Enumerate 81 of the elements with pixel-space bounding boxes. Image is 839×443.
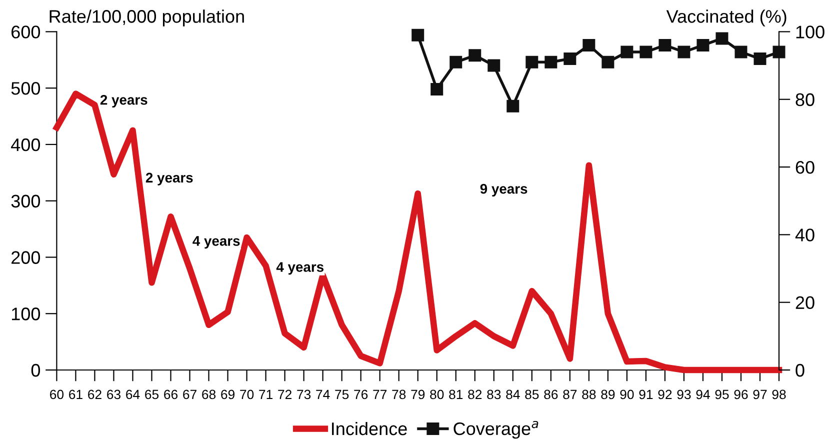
x-tick-label: 62	[88, 390, 102, 400]
point	[506, 100, 520, 112]
x-tick-label: 75	[335, 390, 349, 400]
x-tick-label: 77	[373, 390, 387, 400]
x-tick-label: 64	[126, 390, 140, 400]
point	[716, 32, 728, 45]
x-tick-label: 60	[50, 390, 64, 400]
x-tick-label: 94	[696, 390, 710, 400]
x-tick-label: 98	[772, 390, 786, 400]
x-tick-label: 78	[392, 390, 406, 400]
x-tick-label: 67	[183, 390, 196, 400]
x-tick-label: 85	[525, 390, 539, 400]
y2-tick-label: 40	[795, 228, 814, 242]
x-tick-label: 76	[354, 390, 368, 400]
y-tick-label: 500	[11, 82, 40, 95]
annotation: 2 years	[100, 94, 148, 108]
point	[734, 46, 748, 58]
x-tick-label: 90	[620, 390, 634, 400]
point	[696, 38, 710, 52]
x-tick-label: 80	[430, 390, 444, 400]
point	[412, 28, 424, 42]
x-tick-label: 88	[582, 390, 596, 400]
x-tick-label: 61	[69, 390, 82, 400]
x-tick-label: 82	[468, 390, 482, 400]
y-tick-label: 200	[12, 251, 40, 264]
point	[640, 46, 652, 58]
point	[450, 56, 462, 68]
x-tick-label: 65	[145, 390, 159, 400]
y2-tick-label: 80	[796, 93, 814, 106]
y-tick-label: 400	[11, 138, 40, 152]
annotation: 4 years	[192, 236, 240, 249]
x-tick-label: 71	[259, 390, 272, 400]
y2-tick-label: 0	[796, 364, 804, 377]
x-tick-label: 68	[202, 390, 216, 400]
x-tick-label: 92	[658, 390, 672, 400]
x-tick-label: 81	[449, 390, 463, 400]
annotation: 4 years	[276, 262, 324, 275]
x-tick-label: 84	[506, 390, 520, 400]
legend-label: Incidence	[332, 422, 407, 436]
point	[526, 56, 538, 68]
point	[564, 52, 576, 66]
point	[488, 59, 500, 72]
point	[678, 46, 690, 58]
x-tick-label: 96	[734, 390, 748, 400]
y-tick-label: 100	[12, 308, 40, 320]
x-tick-label: 87	[563, 390, 577, 400]
point	[658, 38, 672, 52]
point	[772, 46, 786, 58]
y2-tick-label: 100	[796, 26, 824, 38]
y2-tick-label: 60	[796, 160, 814, 174]
x-tick-label: 69	[221, 390, 234, 400]
point	[620, 46, 634, 58]
x-tick-label: 93	[677, 390, 691, 400]
annotation: 2 years	[146, 172, 193, 186]
point	[468, 49, 482, 62]
x-tick-label: 91	[639, 390, 653, 400]
x-tick-label: 74	[316, 390, 330, 400]
point	[602, 56, 614, 68]
legend-label: Coverage$^{a}$	[454, 420, 538, 439]
y-tick-label: 300	[11, 194, 40, 208]
x-tick-label: 72	[278, 390, 292, 400]
y2-tick-label: 20	[796, 296, 814, 310]
annotation: 9 years	[480, 184, 528, 196]
point	[544, 56, 558, 68]
y-tick-label: 0	[31, 364, 40, 377]
x-tick-label: 79	[411, 390, 425, 400]
x-tick-label: 66	[164, 390, 178, 400]
point	[582, 38, 596, 52]
y-axis-title: Rate/100,000 population	[50, 10, 244, 26]
x-tick-label: 97	[753, 390, 767, 400]
y-tick-label: 600	[12, 26, 40, 38]
point	[754, 52, 766, 66]
x-tick-label: 89	[601, 390, 615, 400]
x-tick-label: 83	[487, 390, 501, 400]
x-tick-label: 63	[107, 390, 120, 400]
x-tick-label: 70	[240, 390, 254, 400]
x-tick-label: 73	[297, 390, 311, 400]
point	[430, 82, 444, 96]
x-tick-label: 86	[544, 390, 558, 400]
y2-axis-title: Vaccinated (%)	[666, 10, 786, 26]
x-tick-label: 95	[715, 390, 729, 400]
